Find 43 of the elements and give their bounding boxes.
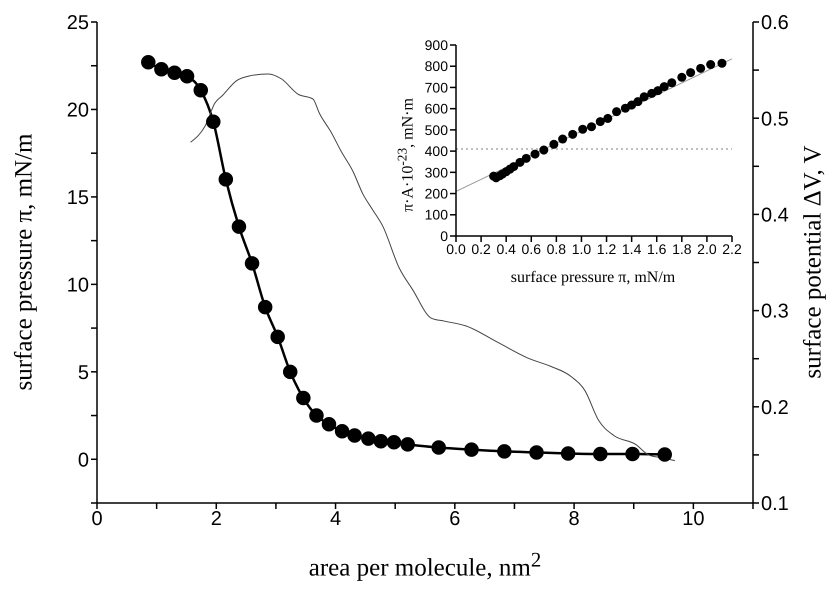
y-tick-label: 600: [424, 100, 448, 117]
y-tick-label: 500: [424, 122, 448, 138]
y-tick-label: 800: [424, 58, 448, 74]
y-tick-label: 400: [424, 143, 448, 160]
x-tick-label: 1.2: [596, 240, 616, 257]
x-tick-label: 10: [682, 508, 704, 530]
x-tick-label: 0.0: [446, 240, 466, 257]
y-tick-label: 10: [66, 274, 89, 296]
x-tick-label: 2.0: [697, 240, 717, 257]
x-tick-label: 1.4: [622, 240, 642, 257]
x-tick-label: 4: [330, 508, 342, 530]
x-tick-label: 2.2: [722, 240, 742, 257]
y-axis-title: surface pressure π, mN/m: [10, 134, 38, 390]
y2-axis-title: surface potential ΔV, V: [800, 145, 826, 379]
x-tick-label: 8: [568, 508, 580, 530]
x-tick-label: 6: [449, 508, 460, 530]
y-tick-label: 5: [78, 362, 89, 384]
x-tick-label: 0.2: [471, 240, 492, 257]
y2-tick-label: 0.6: [761, 12, 789, 34]
x-axis-title: area per molecule, nm$^{2}$: [308, 547, 542, 582]
x-tick-label: 0.6: [522, 240, 542, 257]
x-tick-label: 1.8: [672, 240, 692, 257]
y2-tick-label: 0.3: [761, 300, 789, 323]
y-tick-label: 700: [424, 79, 448, 96]
y-tick-label: 900: [424, 36, 448, 53]
x-tick-label: 2: [210, 508, 222, 530]
x-tick-label: 0.4: [496, 240, 516, 257]
y-tick-label: 100: [424, 206, 448, 223]
y2-tick-label: 0.1: [761, 493, 789, 516]
y2-tick-label: 0.5: [761, 108, 789, 130]
y-tick-label: 20: [66, 100, 89, 122]
x-tick-label: 1.0: [572, 240, 592, 257]
y-tick-label: 25: [66, 12, 89, 34]
y-tick-label: 0: [78, 449, 89, 472]
x-tick-label: 0.8: [546, 240, 566, 257]
y-tick-label: 300: [424, 164, 448, 180]
x-axis-title: surface pressure π, mN/m: [510, 269, 676, 286]
y2-tick-label: 0.4: [761, 204, 789, 226]
y2-tick-label: 0.2: [761, 396, 789, 419]
y-tick-label: 15: [66, 187, 89, 210]
y-tick-label: 200: [424, 186, 448, 202]
y-tick-label: 0: [440, 228, 448, 244]
x-tick-label: 1.6: [646, 240, 667, 257]
